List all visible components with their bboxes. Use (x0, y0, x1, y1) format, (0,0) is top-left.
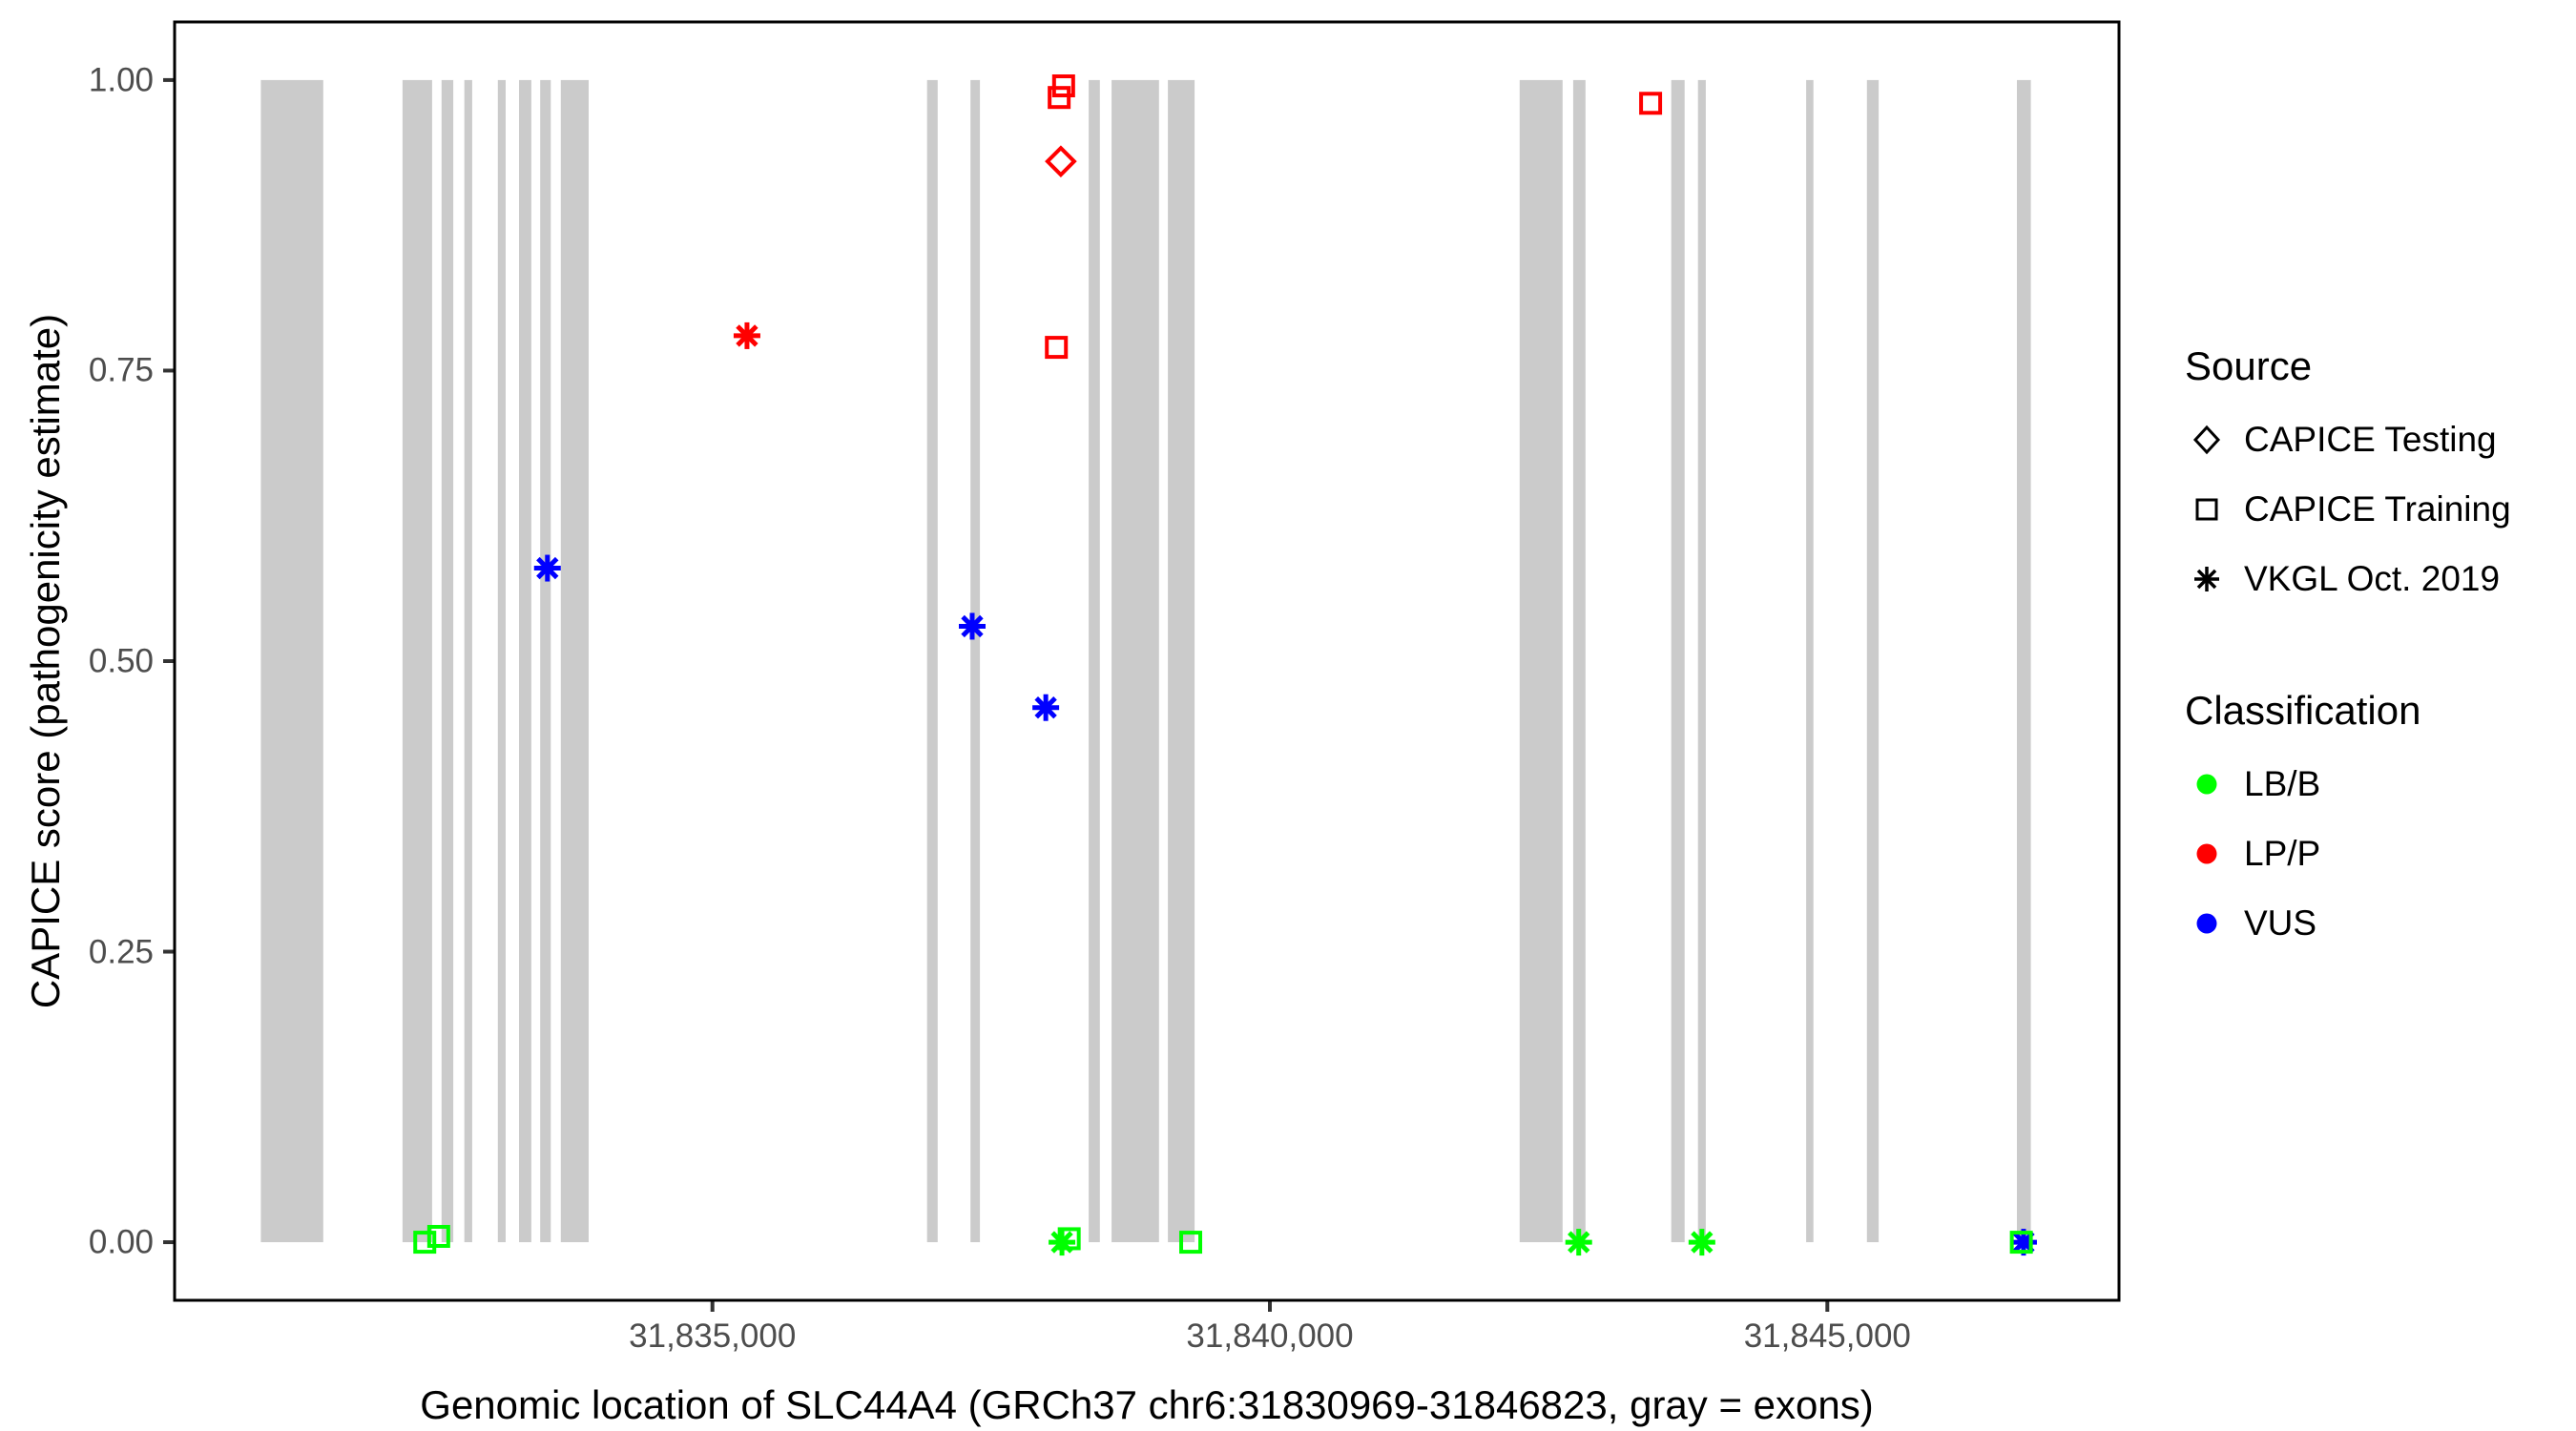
exon-bar (560, 79, 589, 1243)
legend-item: VKGL Oct. 2019 (2185, 544, 2511, 613)
exon-bar (970, 79, 981, 1243)
exon-bar (402, 79, 432, 1243)
exon-bar (1806, 79, 1814, 1243)
exon-bar (260, 79, 323, 1243)
exon-bar (1697, 79, 1706, 1243)
data-point (1045, 336, 1069, 360)
legend-item: LB/B (2185, 749, 2511, 819)
diamond-icon (2192, 425, 2221, 454)
x-tick-label: 31,845,000 (1743, 1317, 1911, 1355)
legend: Source CAPICE Testing CAPICE Training (2185, 343, 2511, 958)
legend-item: LP/P (2185, 819, 2511, 888)
legend-item-label: CAPICE Training (2244, 488, 2511, 529)
legend-source: Source CAPICE Testing CAPICE Training (2185, 343, 2511, 613)
exon-bar (1089, 79, 1100, 1243)
lpp-dot-icon (2196, 843, 2217, 863)
exon-bar (519, 79, 531, 1243)
data-point (2009, 1231, 2033, 1255)
x-tick-label: 31,835,000 (629, 1317, 797, 1355)
data-point (533, 554, 561, 582)
y-tick-label: 1.00 (88, 61, 154, 99)
data-point (1565, 1229, 1592, 1256)
y-axis-title: CAPICE score (pathogenicity estimate) (23, 313, 68, 1009)
data-point (1048, 86, 1071, 110)
legend-classification-title: Classification (2185, 688, 2421, 733)
x-axis-title: Genomic location of SLC44A4 (GRCh37 chr6… (420, 1382, 1874, 1427)
square-icon (2195, 498, 2218, 520)
legend-item-label: CAPICE Testing (2244, 419, 2497, 459)
exon-bar (1671, 79, 1685, 1243)
y-tick-label: 0.00 (88, 1223, 154, 1261)
legend-item-label: VUS (2244, 902, 2317, 943)
data-point (1051, 74, 1075, 97)
data-point (959, 612, 987, 640)
legend-item-label: VKGL Oct. 2019 (2244, 558, 2501, 598)
data-point (1032, 694, 1060, 721)
exon-bar (1111, 79, 1159, 1243)
legend-item: VUS (2185, 888, 2511, 958)
exon-bar (2017, 79, 2031, 1243)
data-point (1688, 1229, 1715, 1256)
asterisk-icon (2194, 566, 2219, 591)
exon-bar (926, 79, 938, 1243)
data-point (413, 1231, 437, 1255)
data-point (1045, 145, 1077, 178)
legend-classification: Classification LB/B LP/P VUS (2185, 688, 2511, 958)
exon-bar (1866, 79, 1880, 1243)
exon-bar (540, 79, 551, 1243)
x-tick-label: 31,840,000 (1186, 1317, 1354, 1355)
data-point (1179, 1231, 1203, 1255)
exon-bar (1168, 79, 1195, 1243)
data-point (1049, 1229, 1076, 1256)
lbb-dot-icon (2196, 774, 2217, 794)
legend-item-label: LB/B (2244, 763, 2321, 803)
panel-border (173, 20, 2121, 1302)
exon-bar (441, 79, 454, 1243)
data-point (426, 1225, 450, 1248)
exon-bar (1519, 79, 1563, 1243)
legend-source-title: Source (2185, 343, 2313, 388)
data-point (733, 321, 760, 349)
exon-bar (1572, 79, 1586, 1243)
y-tick-label: 0.25 (88, 933, 154, 971)
legend-item: CAPICE Testing (2185, 404, 2511, 474)
legend-item: CAPICE Training (2185, 474, 2511, 544)
legend-item-label: LP/P (2244, 833, 2321, 873)
y-tick-label: 0.75 (88, 351, 154, 389)
y-tick-label: 0.50 (88, 642, 154, 680)
exon-bar (464, 79, 472, 1243)
exon-bar (497, 79, 506, 1243)
vus-dot-icon (2196, 913, 2217, 933)
data-point (1057, 1227, 1081, 1251)
data-point (1639, 92, 1663, 115)
